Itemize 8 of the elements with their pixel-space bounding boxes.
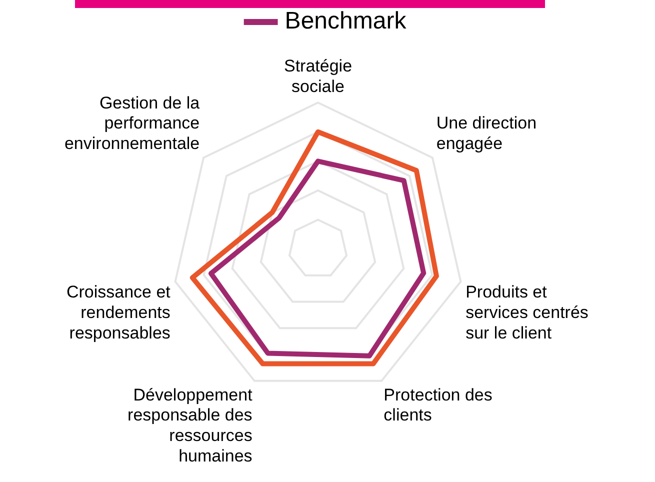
spoke-label: Produits et services centrés sur le client xyxy=(466,282,588,342)
spoke-label: Gestion de la performance environnementale xyxy=(64,93,200,154)
spoke-label: Développement responsable des ressources humaines xyxy=(128,385,253,466)
spoke-label: Une direction engagée xyxy=(436,114,537,154)
spoke-label: Protection des clients xyxy=(384,385,492,425)
legend-label: Benchmark xyxy=(284,8,408,35)
spoke-label: Croissance et rendements responsables xyxy=(66,282,171,342)
spoke-label: Stratégie sociale xyxy=(284,56,352,96)
